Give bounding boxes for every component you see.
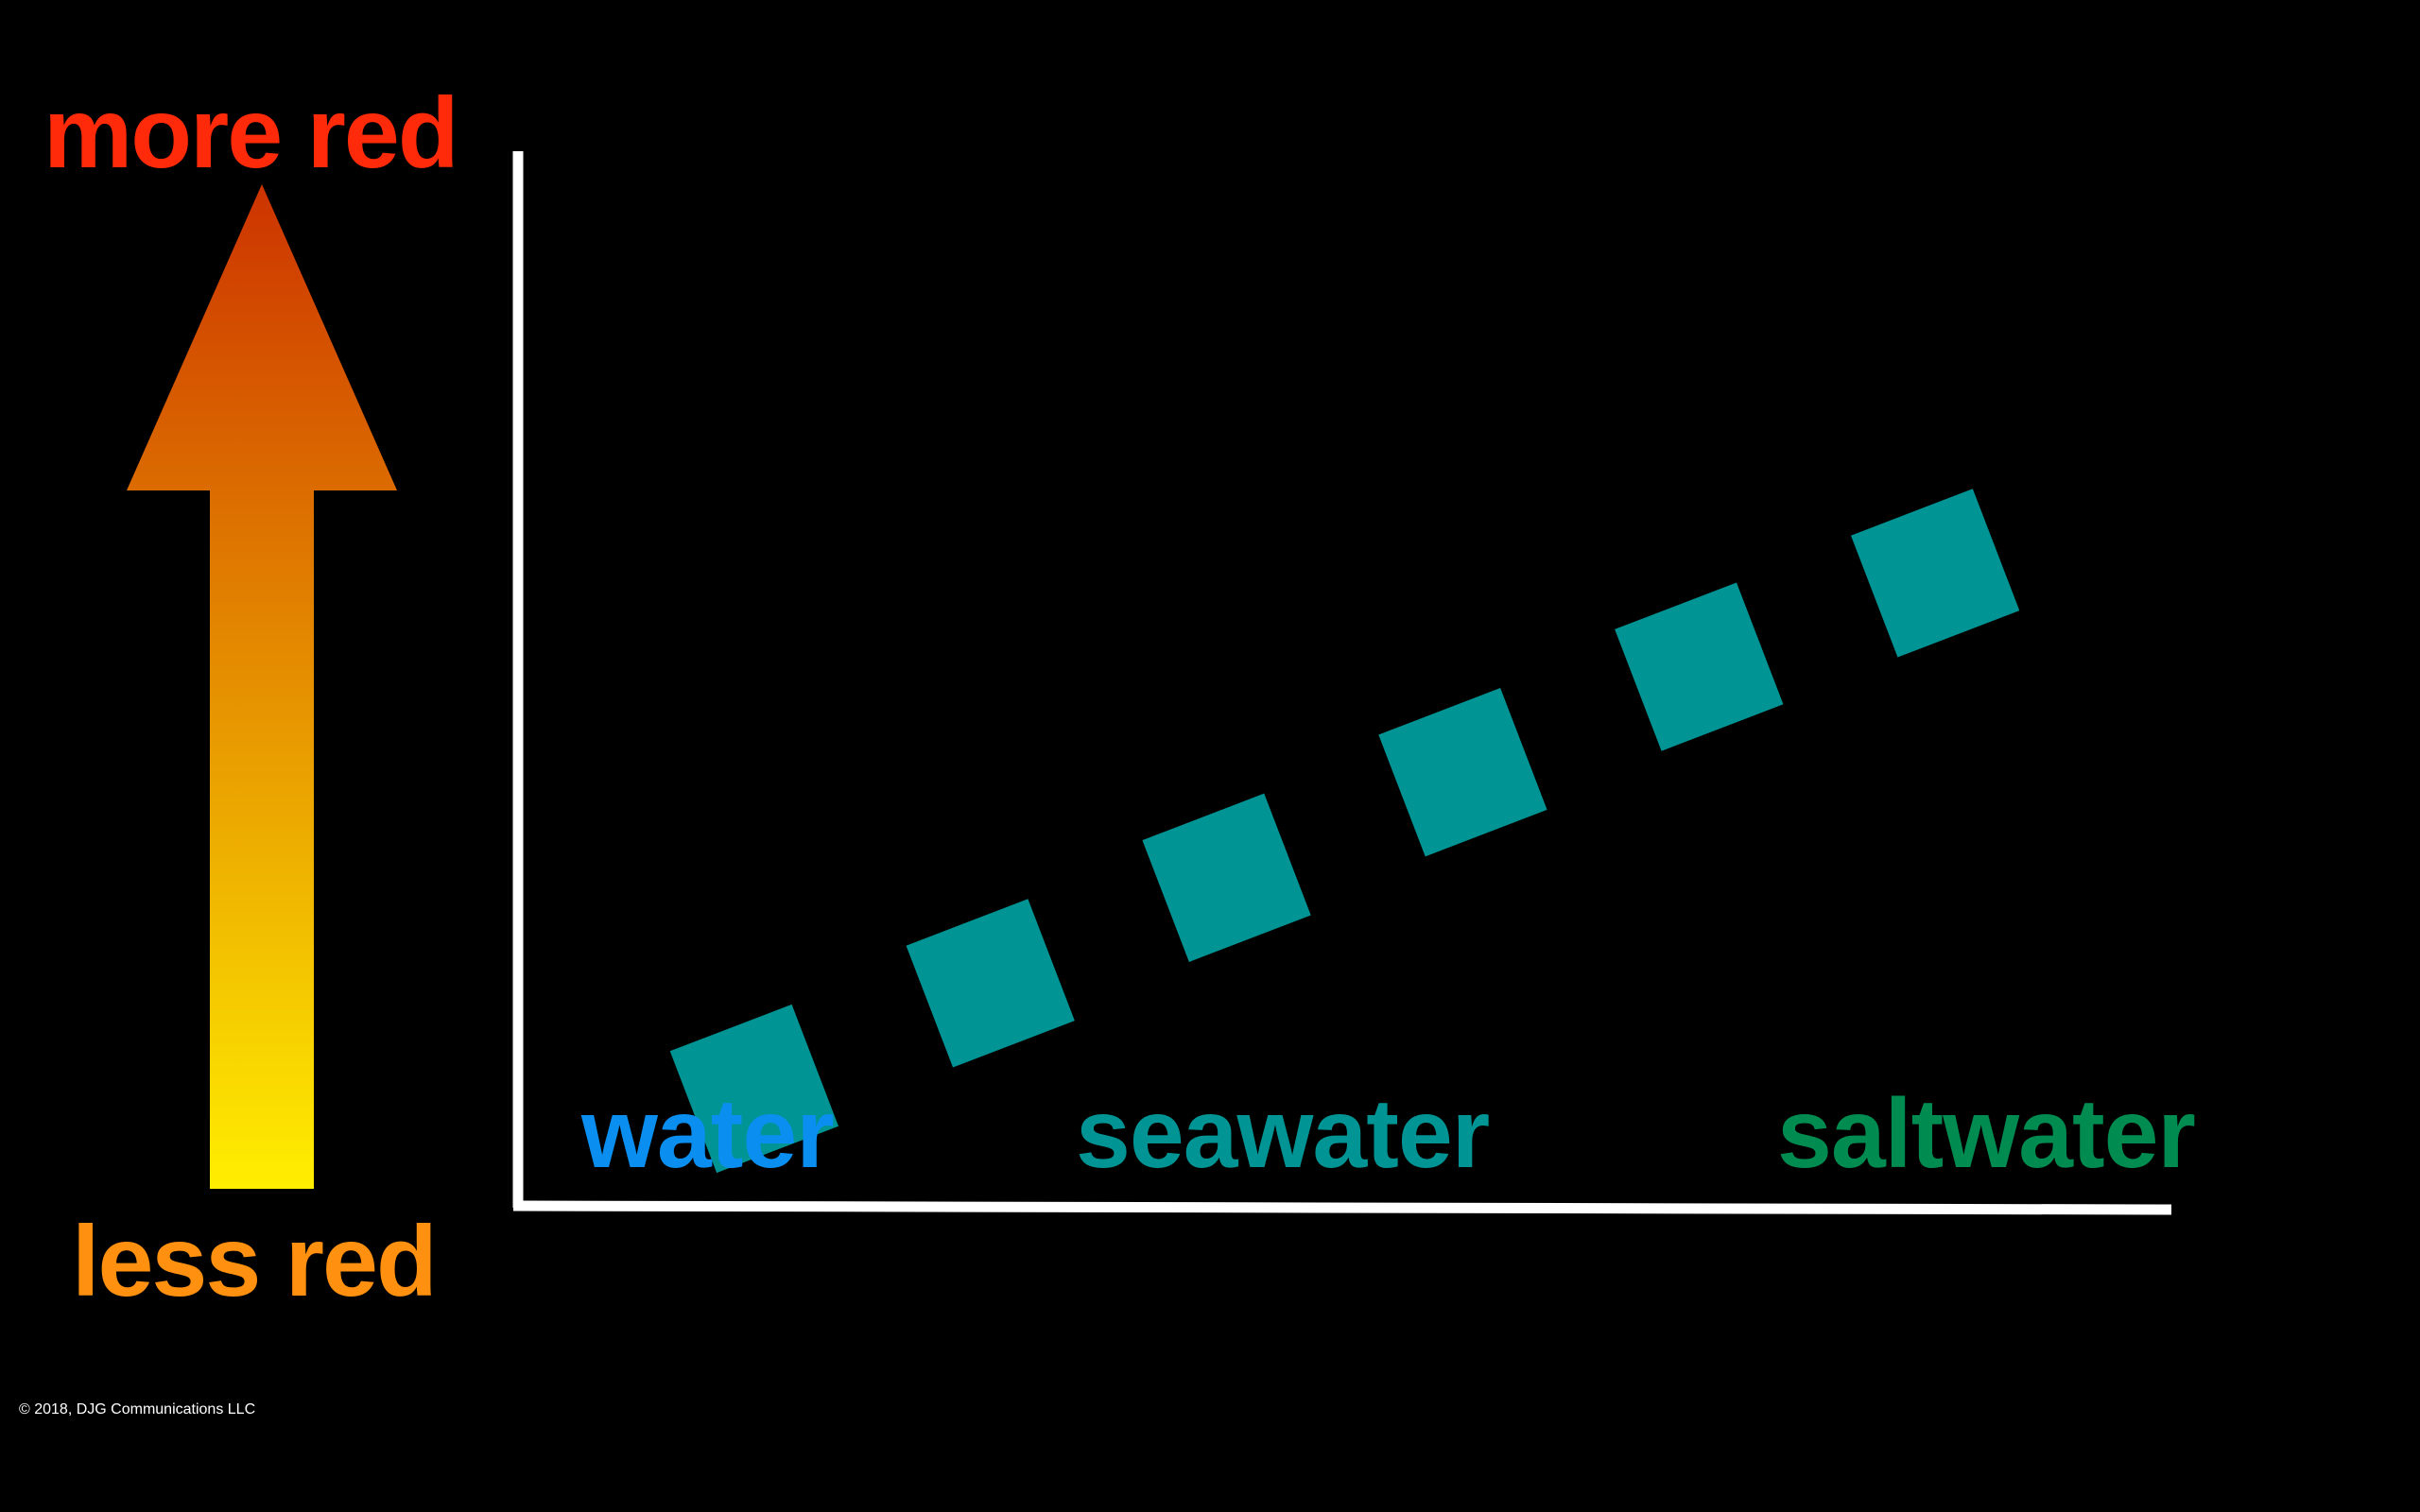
less-red-label: less red: [72, 1206, 438, 1317]
data-point-2: [906, 899, 1075, 1068]
marker-layer: [669, 489, 2020, 1174]
data-point-3: [1142, 793, 1311, 962]
x-label-water: water: [581, 1079, 835, 1189]
more-red-label: more red: [43, 77, 459, 189]
up-arrow-icon: [127, 184, 397, 1189]
x-label-saltwater: saltwater: [1777, 1079, 2196, 1189]
data-point-6: [1850, 489, 2020, 658]
data-point-1: [669, 1004, 839, 1174]
data-point-5: [1615, 582, 1784, 751]
copyright-notice: © 2018, DJG Communications LLC: [19, 1401, 256, 1418]
x-label-seawater: seawater: [1076, 1079, 1490, 1189]
data-point-4: [1378, 688, 1547, 857]
x-axis: [512, 1200, 2172, 1215]
